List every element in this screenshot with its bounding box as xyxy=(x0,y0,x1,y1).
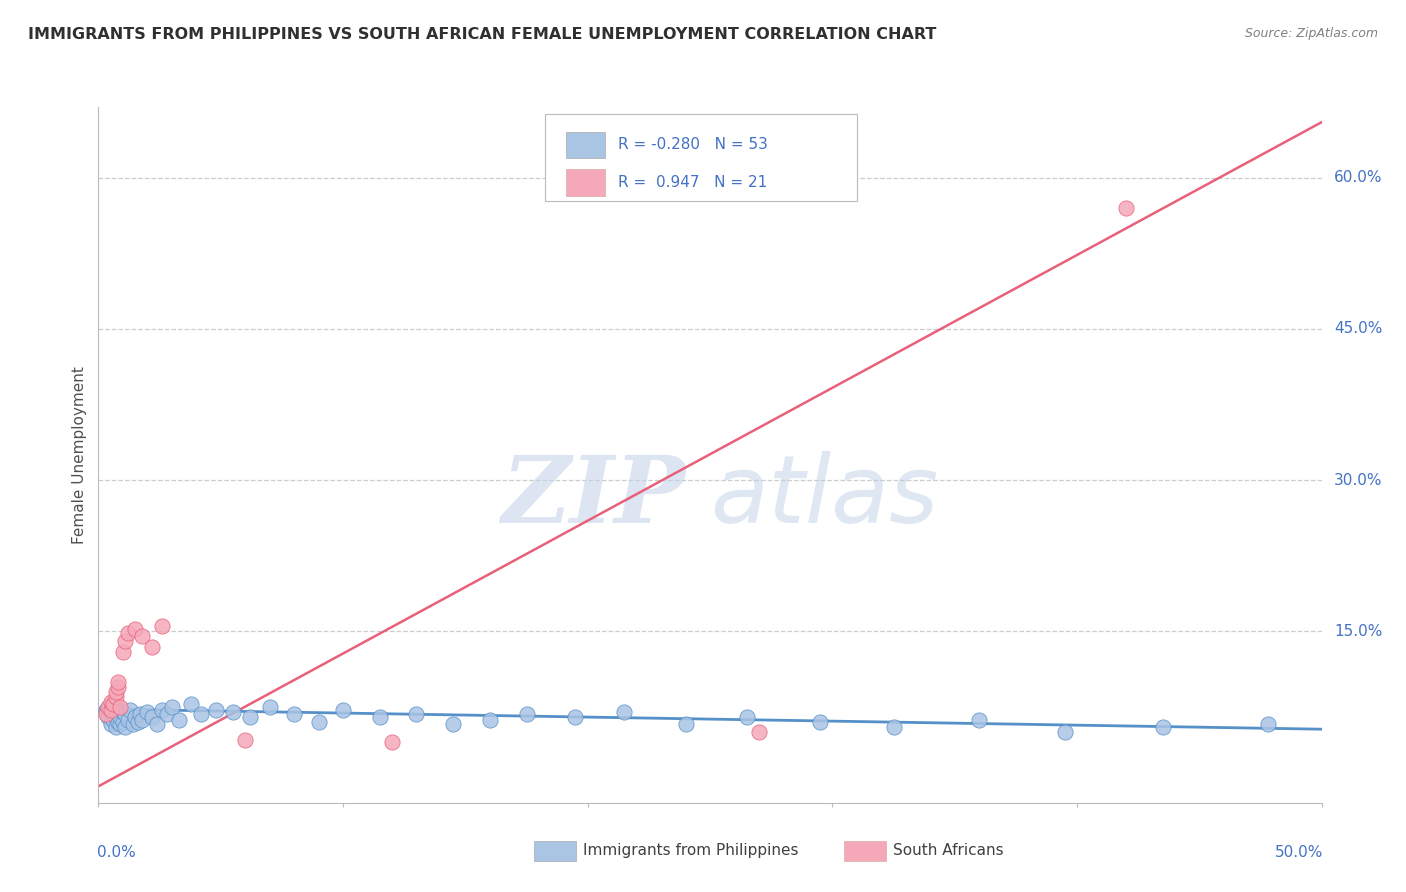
Text: 45.0%: 45.0% xyxy=(1334,321,1382,336)
Point xyxy=(332,703,354,717)
Point xyxy=(101,697,124,711)
Point xyxy=(110,700,132,714)
Text: atlas: atlas xyxy=(710,451,938,542)
Point xyxy=(883,720,905,734)
Point xyxy=(180,697,202,711)
Point xyxy=(104,690,127,704)
Text: South Africans: South Africans xyxy=(893,844,1004,858)
Point xyxy=(124,623,146,637)
Point xyxy=(283,707,305,722)
Point xyxy=(515,707,537,722)
Point xyxy=(368,710,391,724)
Point xyxy=(131,629,153,643)
Point xyxy=(107,674,129,689)
Text: IMMIGRANTS FROM PHILIPPINES VS SOUTH AFRICAN FEMALE UNEMPLOYMENT CORRELATION CHA: IMMIGRANTS FROM PHILIPPINES VS SOUTH AFR… xyxy=(28,27,936,42)
Text: ZIP: ZIP xyxy=(502,451,686,541)
Point xyxy=(150,619,173,633)
Point xyxy=(104,720,127,734)
Point xyxy=(114,707,136,722)
Point xyxy=(124,710,146,724)
Point xyxy=(131,713,153,727)
Point xyxy=(150,703,173,717)
Point xyxy=(1257,717,1279,731)
Point xyxy=(120,703,142,717)
Point xyxy=(110,710,132,724)
Point xyxy=(100,717,122,731)
Point xyxy=(564,710,586,724)
Point xyxy=(101,713,124,727)
FancyBboxPatch shape xyxy=(546,114,856,201)
Text: R = -0.280   N = 53: R = -0.280 N = 53 xyxy=(619,137,768,153)
Text: Immigrants from Philippines: Immigrants from Philippines xyxy=(583,844,799,858)
Point xyxy=(111,705,134,719)
Point xyxy=(111,644,134,658)
Text: R =  0.947   N = 21: R = 0.947 N = 21 xyxy=(619,175,768,190)
Point xyxy=(160,700,183,714)
Point xyxy=(94,703,117,717)
Point xyxy=(222,705,245,719)
Point xyxy=(94,707,117,722)
Point xyxy=(1115,201,1137,215)
Point xyxy=(97,700,120,714)
FancyBboxPatch shape xyxy=(565,131,605,158)
Point xyxy=(104,685,127,699)
Point xyxy=(114,720,136,734)
Point xyxy=(205,703,228,717)
Point xyxy=(127,715,149,730)
Text: 50.0%: 50.0% xyxy=(1274,845,1323,860)
Y-axis label: Female Unemployment: Female Unemployment xyxy=(72,366,87,544)
Point xyxy=(808,715,831,730)
Point xyxy=(748,725,770,739)
Point xyxy=(156,707,179,722)
Point xyxy=(104,705,127,719)
Point xyxy=(146,717,169,731)
Text: 60.0%: 60.0% xyxy=(1334,170,1382,186)
Point xyxy=(107,700,129,714)
Point xyxy=(110,717,132,731)
Point xyxy=(239,710,262,724)
Point xyxy=(136,705,159,719)
Text: 0.0%: 0.0% xyxy=(97,845,136,860)
Point xyxy=(233,733,256,747)
Text: Source: ZipAtlas.com: Source: ZipAtlas.com xyxy=(1244,27,1378,40)
Point xyxy=(190,707,212,722)
FancyBboxPatch shape xyxy=(565,169,605,195)
Point xyxy=(478,713,501,727)
Point xyxy=(114,634,136,648)
Point xyxy=(735,710,758,724)
Point xyxy=(107,715,129,730)
Point xyxy=(100,695,122,709)
Point xyxy=(1053,725,1076,739)
Point xyxy=(613,705,636,719)
Point xyxy=(111,715,134,730)
Point xyxy=(405,707,427,722)
Point xyxy=(97,710,120,724)
Point xyxy=(308,715,330,730)
Point xyxy=(259,700,281,714)
Text: 30.0%: 30.0% xyxy=(1334,473,1382,488)
Text: 15.0%: 15.0% xyxy=(1334,624,1382,639)
Point xyxy=(967,713,990,727)
Point xyxy=(117,626,139,640)
Point xyxy=(117,713,139,727)
Point xyxy=(167,713,190,727)
Point xyxy=(381,735,404,749)
Point xyxy=(100,703,122,717)
Point xyxy=(441,717,464,731)
Point xyxy=(1152,720,1174,734)
Point xyxy=(141,710,163,724)
Point xyxy=(141,640,163,654)
Point xyxy=(129,707,152,722)
Point xyxy=(107,680,129,694)
Point xyxy=(101,707,124,722)
Point xyxy=(675,717,697,731)
Point xyxy=(121,717,143,731)
